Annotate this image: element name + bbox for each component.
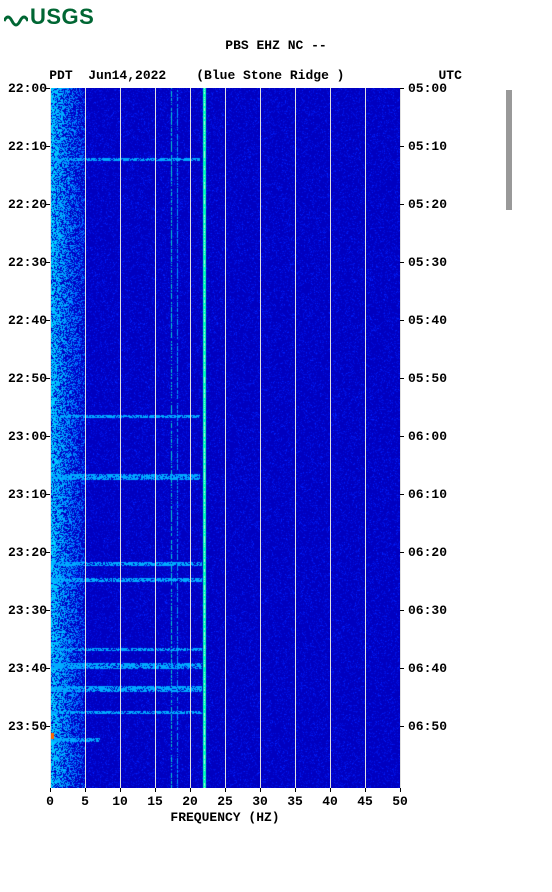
pdt-label: PDT Jun14,2022 bbox=[49, 68, 166, 83]
logo-text: USGS bbox=[30, 4, 94, 29]
utc-tick: 06:50 bbox=[408, 719, 452, 734]
wave-icon bbox=[4, 9, 28, 27]
station-name: (Blue Stone Ridge ) bbox=[196, 68, 344, 83]
x-tick: 30 bbox=[252, 794, 268, 809]
utc-tick: 05:40 bbox=[408, 313, 452, 328]
x-axis-label: FREQUENCY (HZ) bbox=[50, 810, 400, 825]
x-tick: 25 bbox=[217, 794, 233, 809]
pdt-tick: 22:20 bbox=[8, 197, 46, 212]
pdt-tick: 23:30 bbox=[8, 603, 46, 618]
spectrogram-plot bbox=[50, 88, 400, 788]
chart-title: PBS EHZ NC -- bbox=[0, 38, 552, 53]
colorbar-stub bbox=[506, 90, 512, 210]
utc-tick: 05:30 bbox=[408, 255, 452, 270]
pdt-tick: 22:00 bbox=[8, 81, 46, 96]
x-tick: 35 bbox=[287, 794, 303, 809]
utc-tick: 06:00 bbox=[408, 429, 452, 444]
pdt-tick: 23:10 bbox=[8, 487, 46, 502]
utc-tick: 06:40 bbox=[408, 661, 452, 676]
utc-tick: 05:50 bbox=[408, 371, 452, 386]
x-tick: 40 bbox=[322, 794, 338, 809]
x-tick: 5 bbox=[81, 794, 89, 809]
x-tick: 45 bbox=[357, 794, 373, 809]
gridline bbox=[400, 88, 401, 788]
pdt-tick: 22:40 bbox=[8, 313, 46, 328]
pdt-tick: 22:10 bbox=[8, 139, 46, 154]
pdt-tick: 23:40 bbox=[8, 661, 46, 676]
utc-tick: 06:30 bbox=[408, 603, 452, 618]
pdt-tick: 23:20 bbox=[8, 545, 46, 560]
pdt-tick: 23:50 bbox=[8, 719, 46, 734]
utc-tick: 05:00 bbox=[408, 81, 452, 96]
x-tick: 15 bbox=[147, 794, 163, 809]
pdt-tick: 22:50 bbox=[8, 371, 46, 386]
utc-tick: 06:20 bbox=[408, 545, 452, 560]
pdt-tick: 22:30 bbox=[8, 255, 46, 270]
usgs-logo: USGS bbox=[4, 4, 94, 30]
x-tick: 0 bbox=[46, 794, 54, 809]
x-tick: 50 bbox=[392, 794, 408, 809]
x-tick: 20 bbox=[182, 794, 198, 809]
pdt-tick: 23:00 bbox=[8, 429, 46, 444]
utc-tick: 06:10 bbox=[408, 487, 452, 502]
x-tick: 10 bbox=[112, 794, 128, 809]
utc-tick: 05:20 bbox=[408, 197, 452, 212]
utc-tick: 05:10 bbox=[408, 139, 452, 154]
